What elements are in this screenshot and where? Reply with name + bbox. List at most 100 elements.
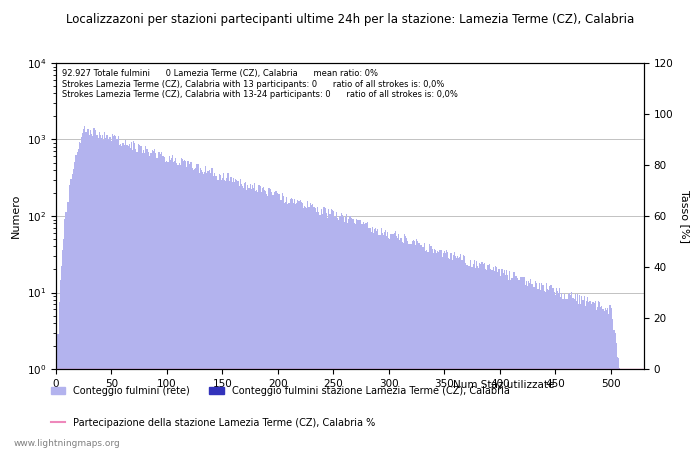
Bar: [608, 314, 609, 450]
Bar: [603, 311, 605, 450]
Legend: Conteggio fulmini (rete), Conteggio fulmini stazione Lamezia Terme (CZ), Calabri: Conteggio fulmini (rete), Conteggio fulm…: [47, 382, 513, 400]
Bar: [102, 135, 103, 450]
Bar: [228, 181, 230, 450]
Bar: [194, 169, 195, 450]
Bar: [114, 135, 116, 450]
Bar: [573, 299, 575, 450]
Bar: [295, 204, 296, 450]
Bar: [561, 293, 563, 450]
Bar: [232, 182, 233, 450]
Bar: [507, 275, 508, 450]
Bar: [264, 190, 265, 450]
Bar: [225, 181, 226, 450]
Bar: [163, 156, 164, 450]
Bar: [374, 229, 375, 450]
Bar: [414, 241, 415, 450]
Bar: [639, 369, 640, 450]
Bar: [164, 157, 165, 450]
Bar: [577, 294, 578, 450]
Bar: [283, 196, 284, 450]
Bar: [453, 255, 454, 450]
Bar: [120, 144, 121, 450]
Bar: [567, 299, 568, 450]
Bar: [429, 244, 430, 450]
Bar: [313, 207, 314, 450]
Bar: [251, 189, 252, 450]
Bar: [412, 241, 413, 450]
Bar: [366, 223, 368, 450]
Bar: [446, 250, 447, 450]
Bar: [387, 232, 388, 450]
Bar: [508, 280, 509, 450]
Bar: [506, 270, 507, 450]
Bar: [375, 229, 376, 450]
Bar: [68, 202, 69, 450]
Bar: [274, 192, 275, 450]
Bar: [606, 310, 607, 450]
Y-axis label: Tasso [%]: Tasso [%]: [680, 189, 690, 243]
Bar: [569, 293, 570, 450]
Bar: [605, 308, 606, 450]
Bar: [563, 299, 564, 450]
Bar: [311, 205, 312, 450]
Bar: [125, 140, 127, 450]
Bar: [113, 136, 114, 450]
Bar: [181, 158, 182, 450]
Bar: [178, 163, 180, 450]
Bar: [161, 153, 162, 450]
Bar: [475, 268, 476, 450]
Bar: [173, 162, 174, 450]
Bar: [273, 195, 274, 450]
Bar: [78, 142, 80, 450]
Bar: [137, 144, 139, 450]
Bar: [496, 267, 497, 450]
Bar: [588, 302, 589, 450]
Bar: [597, 307, 598, 450]
Bar: [84, 126, 85, 450]
Bar: [568, 294, 569, 450]
Bar: [442, 253, 444, 450]
Bar: [81, 137, 82, 450]
Bar: [152, 150, 153, 450]
Bar: [416, 238, 417, 450]
Bar: [282, 193, 283, 450]
Bar: [103, 140, 104, 450]
Bar: [216, 176, 218, 450]
Bar: [557, 291, 558, 450]
Bar: [381, 228, 382, 450]
Bar: [307, 201, 309, 450]
Bar: [176, 163, 178, 450]
Bar: [589, 302, 590, 450]
Bar: [576, 301, 577, 450]
Bar: [578, 304, 579, 450]
Bar: [188, 164, 190, 450]
Bar: [353, 219, 354, 450]
Bar: [498, 269, 499, 450]
Bar: [474, 260, 475, 450]
Bar: [505, 275, 506, 450]
Bar: [269, 189, 270, 450]
Bar: [186, 167, 188, 450]
Bar: [377, 229, 378, 450]
Bar: [495, 266, 496, 450]
Bar: [484, 263, 485, 450]
Bar: [92, 136, 93, 450]
Bar: [237, 181, 239, 450]
Bar: [69, 185, 70, 450]
Bar: [83, 129, 84, 450]
Bar: [347, 223, 349, 450]
Bar: [599, 302, 600, 450]
Bar: [316, 212, 317, 450]
Bar: [638, 369, 639, 450]
Bar: [549, 286, 550, 450]
Bar: [341, 213, 342, 450]
Bar: [419, 243, 421, 450]
Bar: [418, 243, 419, 450]
Bar: [99, 132, 100, 450]
Bar: [315, 208, 316, 450]
Bar: [609, 305, 610, 450]
Bar: [448, 257, 449, 450]
Bar: [579, 295, 580, 450]
Bar: [195, 168, 196, 450]
Bar: [203, 174, 204, 450]
